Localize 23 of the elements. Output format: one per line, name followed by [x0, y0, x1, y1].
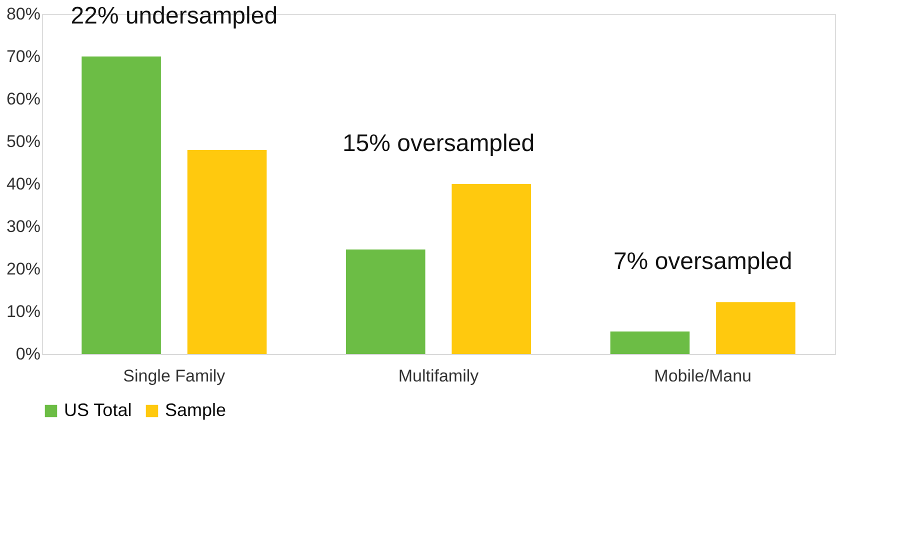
y-tick-label: 80%: [6, 4, 40, 24]
y-tick-label: 40%: [6, 174, 40, 194]
y-tick-label: 60%: [6, 90, 40, 108]
bar: [82, 56, 161, 354]
y-tick-label: 70%: [6, 47, 40, 66]
y-tick-label: 20%: [6, 260, 40, 278]
legend-label: Sample: [165, 400, 226, 420]
y-tick-label: 0%: [16, 344, 40, 364]
y-tick-label: 50%: [6, 132, 40, 151]
y-tick-label: 10%: [6, 302, 40, 321]
x-tick-label: Mobile/Manu: [654, 366, 752, 386]
legend-label: US Total: [64, 400, 132, 420]
annotation: 7% oversampled: [613, 248, 792, 276]
bar: [187, 150, 267, 354]
bar: [716, 302, 796, 354]
x-tick-label: Multifamily: [398, 366, 480, 386]
bar: [346, 249, 426, 354]
y-tick-label: 30%: [6, 217, 40, 236]
annotation: 15% oversampled: [342, 130, 535, 157]
bar: [452, 184, 532, 354]
x-tick-label: Single Family: [123, 366, 226, 386]
bar: [610, 331, 690, 354]
annotation: 22% undersampled: [70, 2, 278, 30]
